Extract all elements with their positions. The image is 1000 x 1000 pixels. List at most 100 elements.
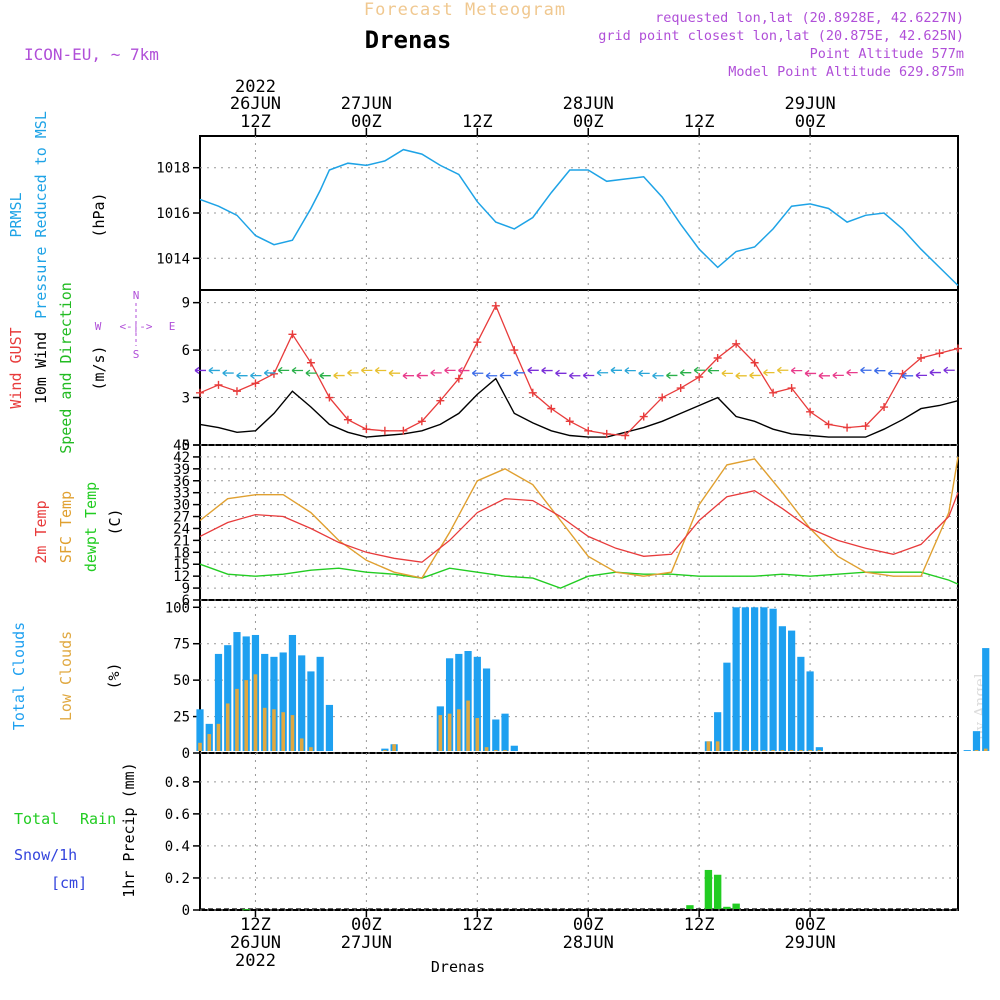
pressure-label-1: PRMSL xyxy=(7,192,25,237)
total-cloud-bar xyxy=(224,645,232,751)
gust-point xyxy=(695,372,704,381)
wind-direction-arrow xyxy=(735,372,747,380)
gust-point xyxy=(343,415,352,424)
ytick-label-2: 18 xyxy=(173,545,190,561)
gust-point xyxy=(935,349,944,358)
wind-direction-arrow xyxy=(250,372,262,380)
ytick-label-2: 45 xyxy=(173,438,190,454)
total-cloud-bar xyxy=(510,745,518,751)
total-cloud-bar xyxy=(751,607,759,751)
t2m-label: 2m Temp xyxy=(32,500,50,563)
low-cloud-bar xyxy=(447,713,452,751)
wind-direction-arrow xyxy=(277,366,290,374)
wind-units: (m/s) xyxy=(90,345,108,390)
compass-mid: <-|-> xyxy=(119,320,152,333)
total-cloud-bar xyxy=(760,607,768,751)
wind-direction-arrow xyxy=(416,372,428,380)
wind-direction-arrow xyxy=(527,366,539,374)
ytick-label-2: 21 xyxy=(173,533,190,549)
low-cloud-bar xyxy=(743,750,748,751)
wind-direction-arrow xyxy=(194,366,206,374)
top-axis-date: 29JUN xyxy=(785,94,836,114)
wind-direction-arrow xyxy=(263,369,276,377)
gust-point xyxy=(473,338,482,347)
low-cloud-bar xyxy=(706,741,711,751)
top-axis-date: 28JUN xyxy=(563,94,614,114)
wind-direction-arrow xyxy=(749,371,761,379)
wind-direction-arrow xyxy=(679,369,692,377)
low-cloud-bar xyxy=(457,709,461,751)
total-cloud-bar xyxy=(769,608,777,751)
ytick-label-2: 30 xyxy=(173,498,190,514)
gust-point xyxy=(436,396,445,405)
ytick-label-3: 75 xyxy=(173,637,190,653)
ytick-label-1: 9 xyxy=(182,296,190,312)
total-cloud-bar xyxy=(501,713,509,751)
wind-direction-arrow xyxy=(222,369,234,377)
low-cloud-bar xyxy=(392,744,396,751)
wind-direction-arrow xyxy=(568,372,581,380)
gust-point xyxy=(417,417,426,426)
wind-direction-arrow xyxy=(319,372,331,380)
gust-point xyxy=(380,426,389,435)
gust-point xyxy=(399,426,408,435)
top-axis-hour: 12Z xyxy=(240,112,271,132)
compass-n: N xyxy=(133,289,140,302)
top-axis-hour: 00Z xyxy=(795,112,826,132)
panel-frame-4 xyxy=(199,752,959,911)
total-cloud-bar xyxy=(732,607,740,751)
total-cloud-bar xyxy=(298,655,306,751)
wind-direction-arrow xyxy=(666,371,678,379)
wind-direction-arrow xyxy=(485,372,498,380)
total-cloud-bar xyxy=(963,750,971,751)
total-cloud-bar xyxy=(473,656,481,751)
rain-bar xyxy=(704,869,713,909)
snow-label: Snow/1h xyxy=(14,846,77,864)
low-cloud-bar xyxy=(475,718,480,751)
t2m-line xyxy=(199,490,959,563)
rain-bar xyxy=(732,903,740,909)
clouds-units: (%) xyxy=(105,662,123,689)
gust-point xyxy=(806,407,815,416)
low-cloud-bar xyxy=(383,750,387,751)
total-cloud-bar xyxy=(214,653,223,751)
ytick-label-2: 9 xyxy=(182,581,190,597)
gust-label: Wind GUST xyxy=(7,327,25,408)
gust-point xyxy=(713,354,722,363)
wind-gust-line xyxy=(199,304,959,437)
rain-bar xyxy=(713,874,722,909)
wind-direction-arrow xyxy=(374,366,387,375)
low-cloud-bar xyxy=(281,712,285,751)
wind-direction-arrow xyxy=(943,366,955,374)
ytick-label-2: 36 xyxy=(173,474,190,490)
gust-point xyxy=(787,384,796,393)
pressure-units: (hPa) xyxy=(90,192,108,237)
wind-direction-arrow xyxy=(347,369,359,377)
sfc-label: SFC Temp xyxy=(57,491,75,563)
pressure-line xyxy=(199,148,959,287)
gust-point xyxy=(621,431,630,440)
wind-direction-arrow xyxy=(236,372,248,380)
wind-direction-arrow xyxy=(444,366,456,374)
total-cloud-bar xyxy=(788,630,796,751)
precip-ylabel: 1hr Precip (mm) xyxy=(120,762,138,897)
low-cloud-bar xyxy=(494,750,498,751)
gust-point xyxy=(565,417,574,426)
temp-units: (C) xyxy=(106,508,124,535)
compass-s: S xyxy=(133,348,140,361)
precip-total-label: Total xyxy=(14,810,59,828)
wind-direction-arrow xyxy=(610,366,622,374)
bottom-axis-hour: 12Z xyxy=(240,915,271,935)
wind-direction-arrow xyxy=(388,369,401,377)
wind-direction-arrow xyxy=(707,367,720,375)
low-cloud-bar xyxy=(983,748,988,751)
gust-point xyxy=(232,387,241,396)
wind-label: 10m Wind xyxy=(32,332,50,404)
gust-point xyxy=(954,344,962,353)
bottom-axis-year: 2022 xyxy=(235,951,276,971)
gust-point xyxy=(639,412,648,421)
low-clouds-label: Low Clouds xyxy=(57,631,75,721)
total-cloud-bar xyxy=(797,656,805,751)
total-cloud-bar xyxy=(288,634,297,751)
